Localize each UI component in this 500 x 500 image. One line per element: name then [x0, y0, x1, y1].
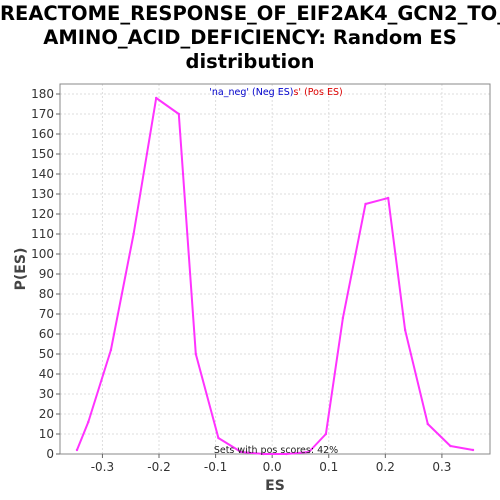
data-point: [471, 448, 475, 452]
y-tick-label: 50: [39, 347, 54, 361]
plot-area: [59, 83, 491, 455]
y-tick-label: 100: [31, 247, 54, 261]
data-point: [307, 450, 311, 454]
data-point: [75, 448, 79, 452]
x-tick-label: 0.3: [432, 460, 451, 474]
chart-title: REACTOME_RESPONSE_OF_EIF2AK4_GCN2_TO_ AM…: [0, 2, 500, 74]
y-tick-label: 120: [31, 207, 54, 221]
data-point: [341, 316, 345, 320]
pos-scores-annotation: Sets with pos scores: 42%: [214, 445, 338, 456]
es-distribution-line: [76, 97, 474, 455]
data-point: [87, 420, 90, 424]
y-axis-ticks: 0 10 20 30 40 50 60 70 80 90 100 110 120 130 140 150 160…: [31, 87, 60, 461]
y-tick-label: 130: [31, 187, 54, 201]
y-tick-label: 60: [39, 327, 54, 341]
data-point: [109, 348, 113, 352]
x-tick-label: -0.3: [91, 460, 114, 474]
series-group: [75, 96, 475, 456]
y-tick-label: 0: [46, 447, 54, 461]
legend: 'na_neg' (Neg ES)s' (Pos ES): [209, 87, 342, 98]
legend-pos-es: s' (Pos ES): [293, 87, 342, 98]
data-point: [364, 202, 367, 206]
grid-lines: [60, 84, 490, 455]
y-tick-label: 170: [31, 107, 54, 121]
y-tick-label: 40: [39, 367, 54, 381]
y-tick-label: 10: [39, 427, 54, 441]
data-point: [177, 112, 181, 116]
y-tick-label: 110: [31, 227, 54, 241]
x-tick-label: 0.1: [319, 460, 338, 474]
data-point: [324, 432, 328, 436]
data-point: [194, 352, 197, 356]
data-point: [217, 436, 220, 440]
y-tick-label: 30: [39, 387, 54, 401]
data-point: [132, 232, 135, 236]
x-tick-label: 0.0: [263, 460, 282, 474]
legend-neg-es: 'na_neg' (Neg ES): [209, 87, 293, 98]
data-point: [426, 422, 429, 426]
data-point: [449, 444, 452, 448]
data-point: [239, 450, 243, 454]
chart-title-line-2: AMINO_ACID_DEFICIENCY: Random ES: [43, 26, 457, 49]
x-tick-label: -0.2: [147, 460, 170, 474]
x-tick-label: 0.2: [376, 460, 395, 474]
chart-title-line-3: distribution: [185, 50, 315, 73]
y-axis-label: P(ES): [13, 248, 29, 291]
y-tick-label: 140: [31, 167, 54, 181]
data-point: [386, 196, 390, 200]
data-point: [154, 96, 158, 100]
data-point: [403, 328, 407, 332]
y-tick-label: 150: [31, 147, 54, 161]
y-tick-label: 70: [39, 307, 54, 321]
y-tick-label: 90: [39, 267, 54, 281]
data-point: [285, 452, 288, 456]
x-axis-ticks: -0.3 -0.2 -0.1 0.0 0.1 0.2 0.3: [91, 454, 451, 474]
x-tick-label: -0.1: [204, 460, 227, 474]
data-point: [262, 452, 265, 456]
y-tick-label: 20: [39, 407, 54, 421]
x-axis-label: ES: [265, 478, 285, 494]
y-tick-label: 180: [31, 87, 54, 101]
chart-title-line-1: REACTOME_RESPONSE_OF_EIF2AK4_GCN2_TO_: [0, 2, 500, 25]
y-tick-label: 160: [31, 127, 54, 141]
y-tick-label: 80: [39, 287, 54, 301]
